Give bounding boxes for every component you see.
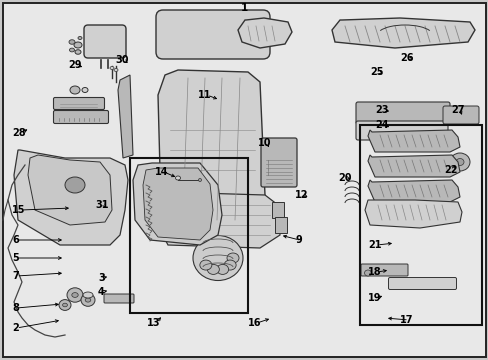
- Text: 17: 17: [399, 315, 413, 325]
- Text: 8: 8: [12, 303, 19, 313]
- Bar: [271, 202, 284, 218]
- FancyBboxPatch shape: [84, 25, 126, 58]
- Text: 12: 12: [294, 190, 308, 200]
- Polygon shape: [367, 180, 459, 202]
- Text: 4: 4: [98, 287, 104, 297]
- Text: 31: 31: [95, 200, 108, 210]
- Polygon shape: [364, 200, 461, 228]
- Polygon shape: [158, 70, 264, 230]
- Text: 19: 19: [367, 293, 381, 303]
- Text: 13: 13: [147, 318, 160, 328]
- Bar: [274, 217, 286, 233]
- Ellipse shape: [198, 179, 201, 181]
- Text: 21: 21: [367, 240, 381, 250]
- Bar: [130, 158, 247, 313]
- Text: 3: 3: [98, 273, 104, 283]
- Text: 28: 28: [12, 128, 25, 138]
- Polygon shape: [14, 150, 128, 245]
- Ellipse shape: [110, 67, 114, 69]
- Ellipse shape: [69, 48, 74, 52]
- Bar: [88, 27, 124, 55]
- Ellipse shape: [200, 260, 211, 270]
- Ellipse shape: [224, 260, 236, 270]
- Text: 7: 7: [12, 271, 19, 281]
- Text: 22: 22: [443, 165, 457, 175]
- FancyBboxPatch shape: [355, 102, 449, 124]
- Ellipse shape: [78, 36, 82, 40]
- Ellipse shape: [72, 293, 78, 297]
- Ellipse shape: [62, 303, 67, 307]
- FancyBboxPatch shape: [156, 10, 269, 59]
- Bar: [359, 125, 481, 325]
- Polygon shape: [367, 155, 459, 177]
- Ellipse shape: [70, 86, 80, 94]
- FancyBboxPatch shape: [53, 111, 108, 123]
- Text: 26: 26: [399, 53, 413, 63]
- Polygon shape: [142, 168, 213, 240]
- Ellipse shape: [83, 292, 93, 298]
- Text: 24: 24: [374, 120, 387, 130]
- FancyBboxPatch shape: [442, 106, 478, 124]
- Text: 10: 10: [258, 138, 271, 148]
- FancyBboxPatch shape: [387, 278, 456, 289]
- Ellipse shape: [59, 300, 71, 310]
- Polygon shape: [118, 75, 133, 158]
- Text: 18: 18: [367, 267, 381, 277]
- Ellipse shape: [67, 288, 83, 302]
- Polygon shape: [155, 192, 280, 248]
- Text: 27: 27: [450, 105, 464, 115]
- Ellipse shape: [226, 253, 239, 263]
- Ellipse shape: [74, 42, 82, 48]
- Text: 9: 9: [294, 235, 301, 245]
- Text: 2: 2: [12, 323, 19, 333]
- Text: 20: 20: [337, 173, 351, 183]
- Text: 11: 11: [198, 90, 211, 100]
- FancyBboxPatch shape: [261, 138, 296, 187]
- Ellipse shape: [85, 298, 91, 302]
- Text: 29: 29: [68, 60, 81, 70]
- Polygon shape: [28, 155, 112, 225]
- FancyBboxPatch shape: [104, 294, 134, 303]
- Ellipse shape: [82, 87, 88, 93]
- Polygon shape: [331, 18, 474, 48]
- FancyBboxPatch shape: [53, 98, 104, 109]
- Text: 25: 25: [369, 67, 383, 77]
- FancyBboxPatch shape: [360, 264, 407, 276]
- Text: 6: 6: [12, 235, 19, 245]
- Ellipse shape: [364, 270, 371, 276]
- Text: 14: 14: [155, 167, 168, 177]
- Text: 16: 16: [247, 318, 261, 328]
- Polygon shape: [367, 130, 459, 152]
- Ellipse shape: [75, 50, 81, 54]
- Ellipse shape: [207, 264, 219, 274]
- Ellipse shape: [455, 158, 463, 166]
- Ellipse shape: [69, 40, 75, 44]
- Text: 15: 15: [12, 205, 25, 215]
- Text: 5: 5: [12, 253, 19, 263]
- Ellipse shape: [193, 235, 243, 280]
- Ellipse shape: [175, 176, 180, 180]
- Ellipse shape: [449, 153, 469, 171]
- FancyBboxPatch shape: [355, 121, 447, 140]
- Polygon shape: [133, 163, 222, 245]
- Ellipse shape: [216, 264, 228, 274]
- Text: 1: 1: [240, 3, 247, 13]
- Ellipse shape: [65, 177, 85, 193]
- Ellipse shape: [81, 294, 95, 306]
- Text: 30: 30: [115, 55, 128, 65]
- Ellipse shape: [114, 68, 118, 72]
- Polygon shape: [238, 18, 291, 48]
- Text: 23: 23: [374, 105, 387, 115]
